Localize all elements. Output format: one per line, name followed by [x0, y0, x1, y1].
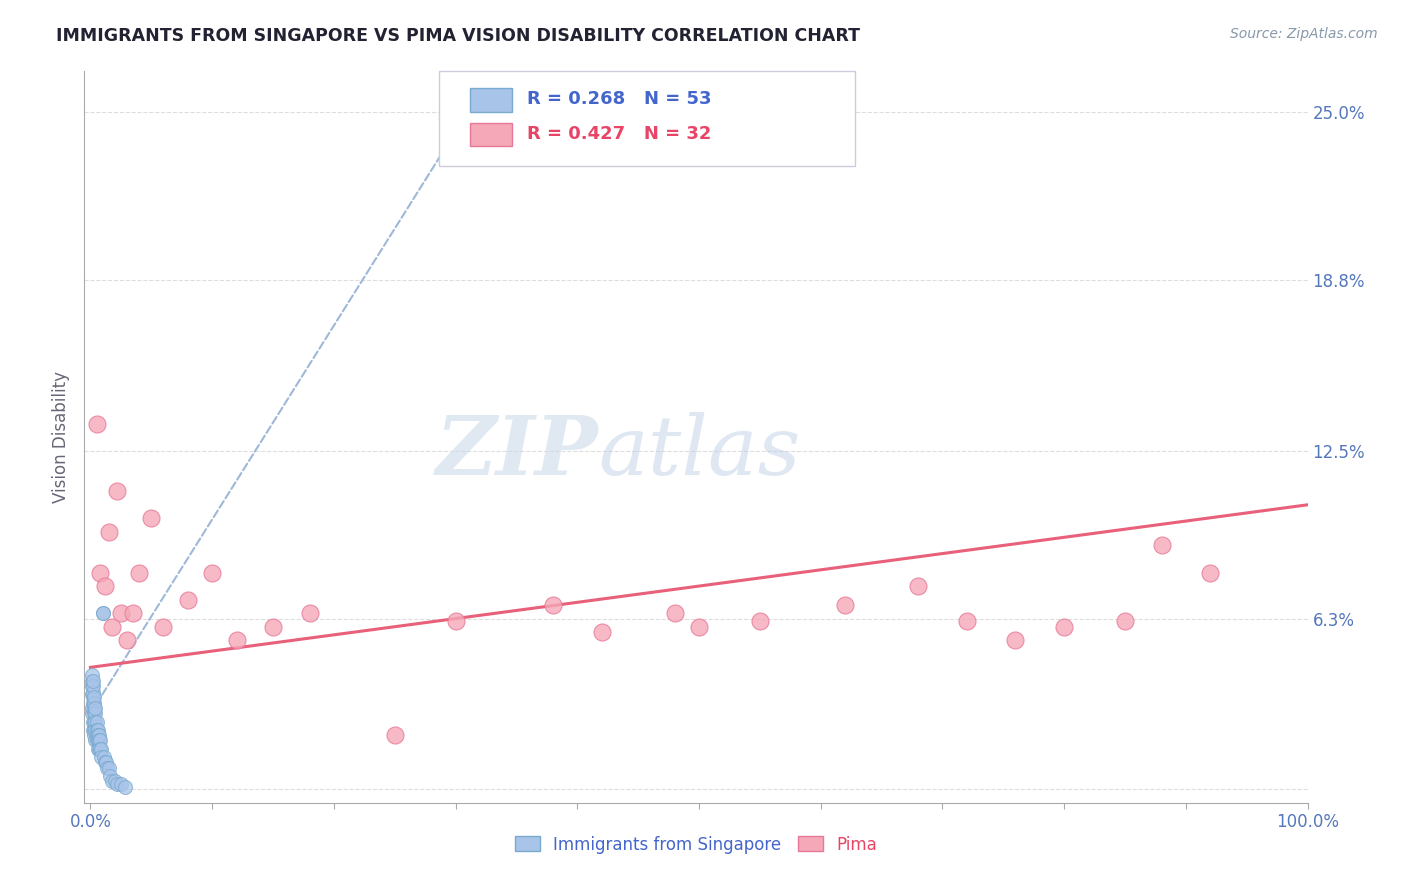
Point [82, 690, 104, 705]
Text: Source: ZipAtlas.com: Source: ZipAtlas.com [1230, 27, 1378, 41]
Point [91, 606, 114, 620]
Point [84, 723, 107, 737]
Point [87, 728, 110, 742]
Point [83, 714, 105, 729]
Point [114, 780, 136, 794]
Point [225, 633, 247, 648]
Point [83, 706, 105, 721]
Point [89, 733, 111, 747]
Point [87, 728, 110, 742]
Point [83, 690, 105, 705]
Point [86, 417, 108, 431]
Point [83, 723, 105, 737]
Point [83, 696, 105, 710]
Point [86, 728, 108, 742]
Point [128, 566, 150, 580]
Point [105, 777, 128, 791]
Point [87, 733, 110, 747]
Point [101, 774, 124, 789]
Point [96, 761, 118, 775]
Point [384, 728, 406, 742]
Point [907, 579, 929, 593]
Text: R = 0.427   N = 32: R = 0.427 N = 32 [527, 125, 711, 144]
Point [97, 524, 120, 539]
Point [84, 733, 107, 747]
FancyBboxPatch shape [470, 122, 513, 146]
Point [748, 615, 770, 629]
Point [1150, 538, 1173, 552]
Text: IMMIGRANTS FROM SINGAPORE VS PIMA VISION DISABILITY CORRELATION CHART: IMMIGRANTS FROM SINGAPORE VS PIMA VISION… [56, 27, 860, 45]
Point [177, 592, 200, 607]
Point [82, 714, 104, 729]
Point [84, 714, 107, 729]
Point [82, 684, 104, 698]
Point [86, 714, 108, 729]
Point [110, 606, 132, 620]
Point [90, 749, 112, 764]
Point [83, 728, 105, 742]
Point [688, 620, 710, 634]
Point [94, 579, 117, 593]
Point [298, 606, 321, 620]
Point [87, 733, 110, 747]
Y-axis label: Vision Disability: Vision Disability [52, 371, 70, 503]
Point [80, 668, 103, 682]
Point [1004, 633, 1026, 648]
Point [82, 673, 104, 688]
Point [87, 723, 110, 737]
Point [664, 606, 686, 620]
Point [262, 620, 284, 634]
Point [82, 696, 104, 710]
Point [87, 741, 110, 756]
Point [104, 774, 127, 789]
Point [89, 741, 111, 756]
Point [84, 706, 107, 721]
Point [1199, 566, 1222, 580]
Point [834, 598, 856, 612]
Point [1053, 620, 1076, 634]
Point [115, 633, 138, 648]
Point [541, 598, 564, 612]
Legend: Immigrants from Singapore, Pima: Immigrants from Singapore, Pima [508, 829, 884, 860]
Text: ZIP: ZIP [436, 412, 598, 491]
Point [80, 673, 103, 688]
Point [152, 620, 174, 634]
Point [82, 723, 104, 737]
Point [591, 625, 613, 640]
Point [89, 566, 111, 580]
FancyBboxPatch shape [439, 71, 855, 167]
Point [80, 701, 103, 715]
Point [91, 606, 114, 620]
Point [80, 688, 103, 702]
Point [87, 741, 110, 756]
Point [101, 620, 124, 634]
Point [90, 741, 112, 756]
Point [956, 615, 979, 629]
Point [84, 701, 107, 715]
Point [141, 511, 163, 525]
Text: atlas: atlas [598, 412, 800, 491]
Point [86, 733, 108, 747]
FancyBboxPatch shape [470, 88, 513, 112]
Point [98, 769, 121, 783]
Point [201, 566, 224, 580]
Point [93, 749, 115, 764]
Point [94, 755, 117, 769]
Point [83, 701, 105, 715]
Point [105, 484, 128, 499]
Text: R = 0.268   N = 53: R = 0.268 N = 53 [527, 90, 711, 108]
Point [110, 777, 132, 791]
Point [1114, 615, 1136, 629]
Point [97, 761, 120, 775]
Point [82, 679, 104, 693]
Point [86, 723, 108, 737]
Point [80, 706, 103, 721]
Point [122, 606, 145, 620]
Point [444, 615, 467, 629]
Point [96, 755, 118, 769]
Point [80, 679, 103, 693]
